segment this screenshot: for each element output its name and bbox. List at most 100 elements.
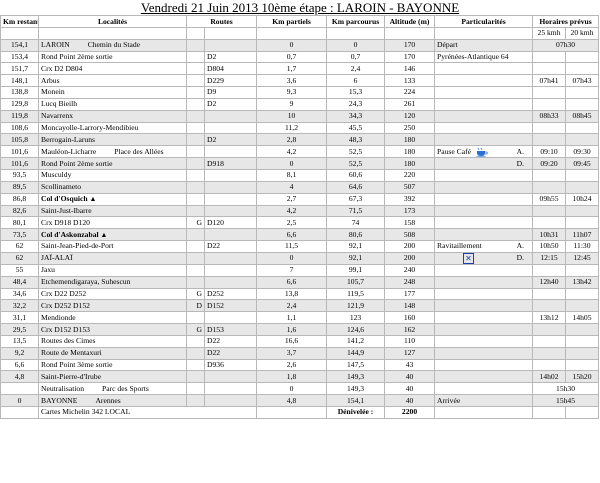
localite-name: JAÏ-ALAÏ [41,253,73,263]
km-partiels-cell: 3,6 [256,74,328,88]
altitude-cell: 508 [384,228,436,242]
route-cell: D22 [203,346,258,360]
localite-name: Lucq Bieilh [41,99,78,109]
km-parcourus-cell: 99,1 [326,263,386,277]
altitude-cell: 127 [384,346,436,360]
km-parcourus-cell: 149,3 [326,370,386,384]
km-partiels-cell: 0 [256,382,328,396]
particularite-cell [434,370,534,384]
table-subheader-row: 25 kmh 20 kmh [0,26,600,40]
horaire-cell: 15h45 [532,394,600,407]
localite-cell: Col d'Askonzabal ▲ [38,228,187,242]
localite-cell: Neutralisation Parc des Sports [38,382,187,396]
particularite-cell [434,74,534,88]
route-cell: D2 [203,50,258,64]
itinerary-rows: 154,1 LAROIN Chemin du Stade 0 0 170 Départ 07h… [0,38,600,407]
table-row: 73,5 Col d'Askonzabal ▲ 6,6 80,6 508 10h31 11h… [0,228,600,242]
table-row: 31,1 Mendionde 1,1 123 160 13h12 14h05 [0,311,600,325]
km-restants-cell: 29,5 [0,323,39,336]
horaire-25-cell: 08h33 [532,109,567,123]
particularite-cell: Ravitaillement A. [434,240,534,253]
localite-name: Rond Point 3ème sortie [41,360,113,370]
horaire-25-cell [532,180,567,194]
coffee-cup-icon [475,147,489,157]
particularite-cell [434,358,534,372]
table-row: 29,5 Crx D152 D153 G D153 1,6 124,6 162 [0,323,600,336]
km-restants-cell: 89,5 [0,180,39,194]
localite-name: Crx D152 D153 [41,324,90,334]
direction-cell: G [186,216,205,230]
direction-cell [186,346,205,360]
localite-name: Route de Mentaxuri [41,348,102,358]
km-parcourus-cell: 45,5 [326,121,386,135]
localite-cell: Rond Point 2ème sortie [38,157,187,170]
table-row: 101,6 Rond Point 2ème sortie D918 0 52,5 180 D… [0,157,600,170]
km-partiels-cell: 0 [256,157,328,170]
horaire-25-cell: 09:20 [532,157,567,170]
localite-cell: Col d'Osquich ▲ [38,192,187,206]
table-row: 6,6 Rond Point 3ème sortie D936 2,6 147,5 43 [0,358,600,372]
header-particularites: Particularités [434,15,534,28]
table-row: Neutralisation Parc des Sports 0 149,3 40 15h… [0,382,600,396]
particularite-cell [434,263,534,277]
localite-name: Rond Point 2ème sortie [41,158,113,168]
altitude-cell: 40 [384,394,436,407]
altitude-cell: 162 [384,323,436,336]
km-parcourus-cell: 52,5 [326,145,386,159]
altitude-cell: 160 [384,311,436,325]
horaire-20-cell: 09:30 [565,145,600,159]
km-partiels-cell: 13,8 [256,287,328,301]
arrival-departure-marker: A. [516,241,525,251]
horaire-25-cell [532,86,567,99]
horaire-25-cell: 12h40 [532,275,567,289]
km-restants-cell: 4,8 [0,370,39,384]
altitude-cell: 248 [384,275,436,289]
route-cell: D153 [203,323,258,336]
localite-cell: BAYONNE Arennes [38,394,187,407]
horaire-20-cell [565,216,600,230]
localite-name: Navarrenx [41,111,74,121]
direction-cell: G [186,323,205,336]
localite-cell: Rond Point 2ème sortie [38,50,187,64]
horaire-20-cell [565,133,600,147]
route-cell: D918 [203,157,258,170]
horaire-25-cell [532,263,567,277]
localite-name: Mauléon-Licharre [41,146,97,156]
route-cell: D229 [203,74,258,88]
km-restants-cell: 55 [0,263,39,277]
horaire-25-cell: 10h31 [532,228,567,242]
km-parcourus-cell: 15,3 [326,86,386,99]
altitude-cell: 507 [384,180,436,194]
localite-cell: Moncayolle-Larrory-Mendibieu [38,121,187,135]
altitude-cell: 177 [384,287,436,301]
km-partiels-cell: 10 [256,109,328,123]
route-cell [203,204,258,218]
altitude-cell: 133 [384,74,436,88]
localite-cell: Saint-Pierre-d'Irube [38,370,187,384]
particularite-cell [434,86,534,99]
route-cell [203,180,258,194]
footer-denivelee-value: 2200 [384,406,436,419]
localite-name: Crx D252 D152 [41,300,90,310]
km-partiels-cell: 2,4 [256,299,328,313]
localite-name: Neutralisation [41,383,85,393]
direction-cell [186,334,205,348]
km-restants-cell: 154,1 [0,38,39,52]
table-row: 119,8 Navarrenx 10 34,3 120 08h33 08h45 [0,109,600,123]
localite-name: Rond Point 2ème sortie [41,51,113,61]
particularite-cell [434,299,534,313]
km-partiels-cell: 1,8 [256,370,328,384]
horaire-25-cell [532,97,567,111]
km-partiels-cell: 6,6 [256,275,328,289]
km-partiels-cell: 0 [256,251,328,265]
route-cell: D120 [203,216,258,230]
route-cell [203,121,258,135]
horaire-25-cell [532,168,567,182]
particularite-cell [434,180,534,194]
km-partiels-cell: 1,1 [256,311,328,325]
localite-name: Routes des Cimes [41,336,96,346]
route-cell [203,192,258,206]
route-cell [203,263,258,277]
particularite-text: Pause Café [437,146,471,156]
km-parcourus-cell: 60,6 [326,168,386,182]
